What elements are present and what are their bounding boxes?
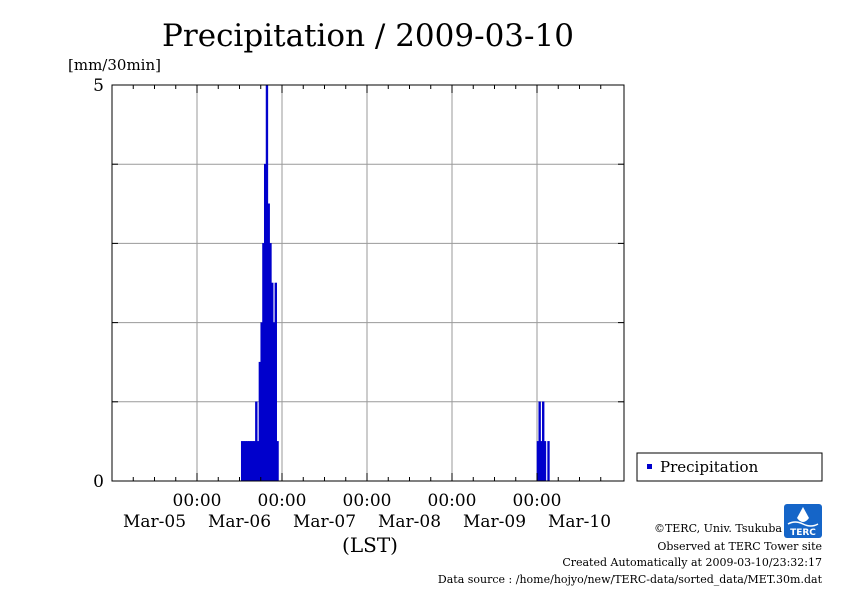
data-bars [240, 84, 550, 482]
water-drop-icon [797, 507, 809, 522]
copyright-text: ©TERC, Univ. Tsukuba [654, 522, 782, 535]
x-tick-time-label: 00:00 [173, 491, 222, 511]
x-tick-date-label: Mar-10 [548, 512, 611, 532]
x-tick-date-label: Mar-05 [123, 512, 186, 532]
x-tick-time-label: 00:00 [258, 491, 307, 511]
x-tick-date-label: Mar-09 [463, 512, 526, 532]
legend-swatch [647, 464, 652, 469]
x-tick-date-label: Mar-07 [293, 512, 356, 532]
grid-lines [112, 85, 624, 481]
legend-box [636, 452, 823, 482]
x-tick-date-label: Mar-06 [208, 512, 271, 532]
y-axis-unit: [mm/30min] [68, 56, 161, 74]
y-tick-label: 0 [93, 472, 104, 492]
x-tick-date-label: Mar-08 [378, 512, 441, 532]
wave-icon [787, 521, 819, 527]
x-tick-time-label: 00:00 [513, 491, 562, 511]
logo-text: TERC [790, 528, 816, 538]
legend: Precipitation [636, 452, 823, 482]
x-tick-time-label: 00:00 [343, 491, 392, 511]
axis-tick-marks [112, 84, 624, 482]
created-timestamp: Created Automatically at 2009-03-10/23:3… [562, 556, 822, 569]
legend-label: Precipitation [660, 458, 759, 476]
x-axis-label: (LST) [342, 533, 398, 557]
chart-title: Precipitation / 2009-03-10 [162, 18, 574, 54]
data-source-text: Data source : /home/hojyo/new/TERC-data/… [438, 573, 823, 586]
observed-site-text: Observed at TERC Tower site [657, 540, 822, 553]
x-tick-time-label: 00:00 [428, 491, 477, 511]
precipitation-bar [543, 441, 547, 482]
precipitation-bar [547, 441, 550, 482]
terc-logo: TERC [784, 504, 822, 538]
precipitation-bar [276, 441, 279, 482]
plot-frame [111, 84, 625, 482]
x-tick-labels: 00:00Mar-0500:00Mar-0600:00Mar-0700:00Ma… [123, 491, 611, 532]
y-tick-label: 5 [93, 76, 104, 96]
y-tick-labels: 05 [93, 76, 104, 492]
